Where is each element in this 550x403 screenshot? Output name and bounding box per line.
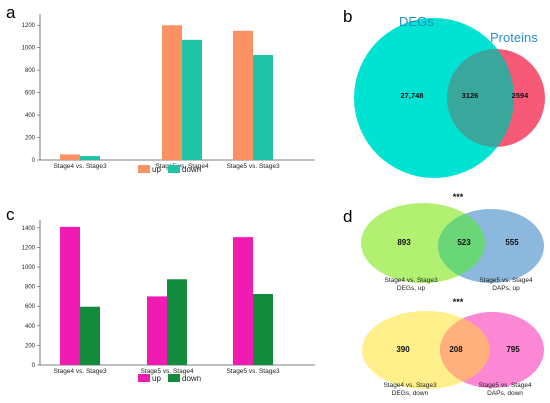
- legend-swatch-up: [138, 165, 150, 173]
- x-category-label: Stage5 vs. Stage4: [140, 368, 194, 375]
- x-category-label: Stage5 vs. Stage3: [226, 163, 280, 170]
- panel-letter-a: a: [6, 3, 16, 22]
- venn-d-up-right-label-2: DAPs, up: [492, 285, 520, 292]
- y-tick-label: 1000: [22, 265, 36, 271]
- venn-d-up-left-label-2: DEGs, up: [397, 285, 426, 292]
- venn-d-up-right-only: 555: [505, 238, 519, 247]
- venn-d-up-overlap-value: 523: [457, 238, 471, 247]
- venn-diagram-b: DEGs Proteins 27,748 3126 2594: [354, 14, 545, 178]
- bar-up-2: [162, 25, 182, 160]
- y-tick-label: 600: [25, 91, 36, 97]
- venn-d-down-right-only: 795: [506, 345, 520, 354]
- y-tick-label: 200: [25, 136, 36, 142]
- venn-d-down-right-label-1: Stage5 vs. Stage4: [478, 382, 532, 389]
- x-category-label: Stage4 vs. Stage3: [53, 163, 107, 170]
- venn-b-right-label: Proteins: [490, 30, 538, 45]
- venn-d-down-right-label-2: DAPs, down: [487, 390, 523, 397]
- legend-label-down: down: [182, 165, 201, 174]
- venn-b-left-only: 27,748: [401, 91, 424, 100]
- venn-d-up-left-only: 893: [397, 238, 411, 247]
- y-tick-label: 1200: [22, 245, 36, 251]
- panel-letter-c: c: [6, 205, 15, 224]
- y-tick-label: 1000: [22, 46, 36, 52]
- venn-b-right-only: 2594: [512, 91, 530, 100]
- y-tick-label: 200: [25, 343, 36, 349]
- bar-down-3: [253, 54, 273, 160]
- bar-up-3: [233, 237, 253, 365]
- y-tick-label: 600: [25, 304, 36, 310]
- venn-b-overlap: [447, 49, 514, 147]
- legend-label-up: up: [152, 374, 161, 383]
- venn-d-down-significance: ***: [453, 297, 464, 307]
- venn-d-up-overlap: [438, 209, 485, 283]
- y-tick-label: 0: [32, 363, 36, 369]
- legend-swatch-down: [168, 165, 180, 173]
- y-tick-label: 0: [32, 158, 36, 164]
- panel-letter-d: d: [343, 207, 352, 226]
- y-tick-label: 1200: [22, 23, 36, 29]
- venn-d-down-left-only: 390: [396, 345, 410, 354]
- y-tick-label: 400: [25, 113, 36, 119]
- bar-up-3: [233, 30, 253, 160]
- venn-d-down-left-label-1: Stage4 vs. Stage3: [383, 382, 437, 389]
- y-tick-label: 1400: [22, 226, 36, 232]
- bar-down-3: [253, 293, 273, 365]
- venn-d-down-overlap: [440, 312, 490, 388]
- panel-letter-b: b: [343, 7, 352, 26]
- venn-d-down-overlap-value: 208: [449, 345, 463, 354]
- legend-label-up: up: [152, 165, 161, 174]
- legend-label-down: down: [182, 374, 201, 383]
- y-tick-label: 800: [25, 68, 36, 74]
- legend-swatch-up: [138, 374, 150, 382]
- venn-diagram-d-up: *** 893 523 555 Stage4 vs. Stage3 DEGs, …: [361, 192, 544, 292]
- bar-up-1: [60, 154, 80, 160]
- venn-diagram-d-down: *** 390 208 795 Stage4 vs. Stage3 DEGs, …: [362, 297, 544, 397]
- x-category-label: Stage5 vs. Stage4: [155, 163, 209, 170]
- venn-b-overlap-value: 3126: [462, 91, 479, 100]
- bar-up-1: [60, 226, 80, 365]
- venn-d-down-left-label-2: DEGs, down: [392, 390, 429, 397]
- bar-down-1: [80, 306, 100, 365]
- y-tick-label: 400: [25, 324, 36, 330]
- x-category-label: Stage5 vs. Stage3: [226, 368, 280, 375]
- venn-d-up-left-label-1: Stage4 vs. Stage3: [384, 277, 438, 284]
- bar-chart-a: 0 200 400 600 800 1000 1200 Stage4 vs. Stage3 St…: [22, 14, 315, 174]
- venn-b-left-label: DEGs: [399, 14, 434, 29]
- venn-d-up-significance: ***: [453, 192, 464, 202]
- bar-chart-c: 0 200 400 600 800 1000 1200 1400 Stage4 vs. Stag…: [22, 220, 315, 383]
- y-tick-label: 800: [25, 285, 36, 291]
- bar-down-2: [167, 279, 187, 365]
- bar-down-1: [80, 156, 100, 160]
- legend-swatch-down: [168, 374, 180, 382]
- venn-d-up-right-label-1: Stage5 vs. Stage4: [479, 277, 533, 284]
- bar-down-2: [182, 39, 202, 161]
- x-category-label: Stage4 vs. Stage3: [53, 368, 107, 375]
- bar-up-2: [147, 296, 167, 365]
